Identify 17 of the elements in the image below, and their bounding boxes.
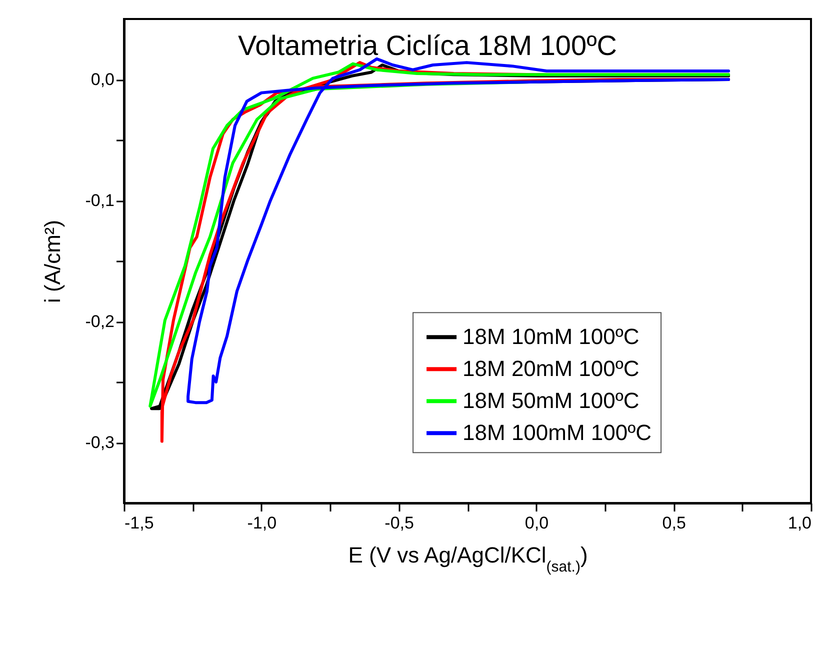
x-axis-title: E (V vs Ag/AgCl/KCl$_{(sat.)}$): [348, 542, 588, 575]
legend-label: 18M 50mM 100ºC: [462, 388, 640, 414]
x-tick-label: 0,5: [662, 514, 686, 532]
x-tick-label: -1,5: [124, 514, 154, 532]
chart-title: Voltametria Ciclíca 18M 100ºC: [238, 30, 618, 61]
x-tick-label: 0,0: [524, 514, 549, 532]
y-tick-label: -0,3: [85, 433, 114, 452]
y-tick-label: 0,0: [90, 70, 114, 89]
x-tick-label: -0,5: [384, 514, 414, 532]
x-tick-label: -1,0: [247, 514, 277, 532]
y-tick-label: -0,1: [85, 191, 114, 210]
y-axis-title: i (A/cm²): [40, 220, 66, 304]
legend-label: 18M 100mM 100ºC: [462, 420, 652, 446]
legend-label: 18M 10mM 100ºC: [462, 324, 640, 350]
x-tick-label: 1,0: [788, 514, 812, 532]
legend-label: 18M 20mM 100ºC: [462, 356, 640, 382]
y-tick-label: -0,2: [85, 312, 114, 331]
